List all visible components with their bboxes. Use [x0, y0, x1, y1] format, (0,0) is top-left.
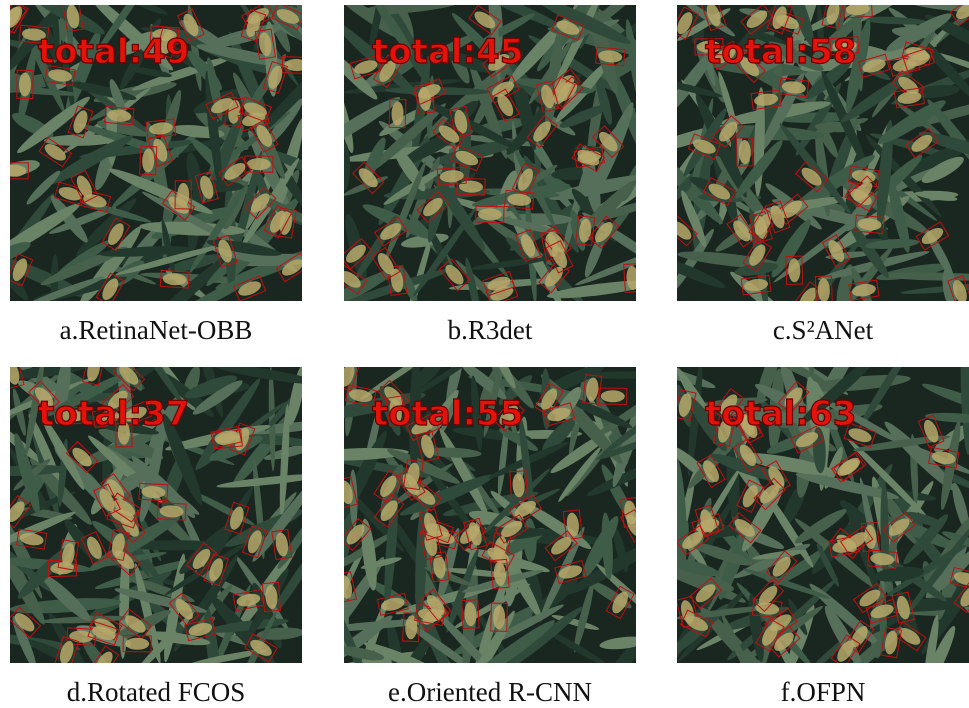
count-overlay: total:55 — [372, 394, 523, 434]
caption: d.Rotated FCOS — [67, 677, 246, 707]
image-panel: total:37 d.Rotated FCOS — [0, 327, 332, 708]
image-panel: total:49 a.RetinaNet-OBB — [0, 0, 339, 345]
caption: e.Oriented R-CNN — [388, 677, 592, 707]
image-panel: total:58 c.S²ANet — [642, 0, 969, 345]
count-overlay: total:58 — [705, 32, 856, 72]
caption: c.S²ANet — [773, 315, 874, 345]
photo — [0, 327, 332, 708]
caption: f.OFPN — [781, 677, 866, 707]
caption: b.R3det — [448, 315, 533, 345]
count-overlay: total:45 — [372, 32, 523, 72]
count-overlay: total:49 — [38, 32, 189, 72]
caption: a.RetinaNet-OBB — [60, 315, 253, 345]
page: total:49a.RetinaNet-OBBtotal:45b.R3detto… — [0, 0, 969, 708]
count-overlay: total:63 — [705, 394, 856, 434]
image-panel: total:63 f.OFPN — [633, 335, 969, 707]
photo — [633, 335, 969, 698]
image-panel: total:55 e.Oriented R-CNN — [299, 340, 674, 708]
count-overlay: total:37 — [38, 394, 189, 434]
image-panel: total:45 b.R3det — [295, 0, 682, 345]
figure: total:49a.RetinaNet-OBBtotal:45b.R3detto… — [0, 0, 969, 708]
